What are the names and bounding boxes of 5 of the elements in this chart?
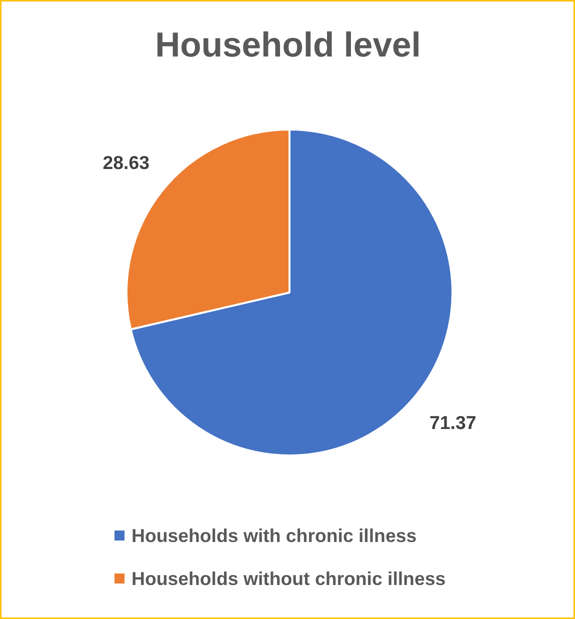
data-label: 71.37	[430, 412, 476, 433]
chart-title: Household level	[155, 26, 421, 64]
legend-label: Households with chronic illness	[132, 525, 417, 546]
legend-label: Households without chronic illness	[132, 568, 446, 589]
data-label: 28.63	[102, 152, 150, 174]
